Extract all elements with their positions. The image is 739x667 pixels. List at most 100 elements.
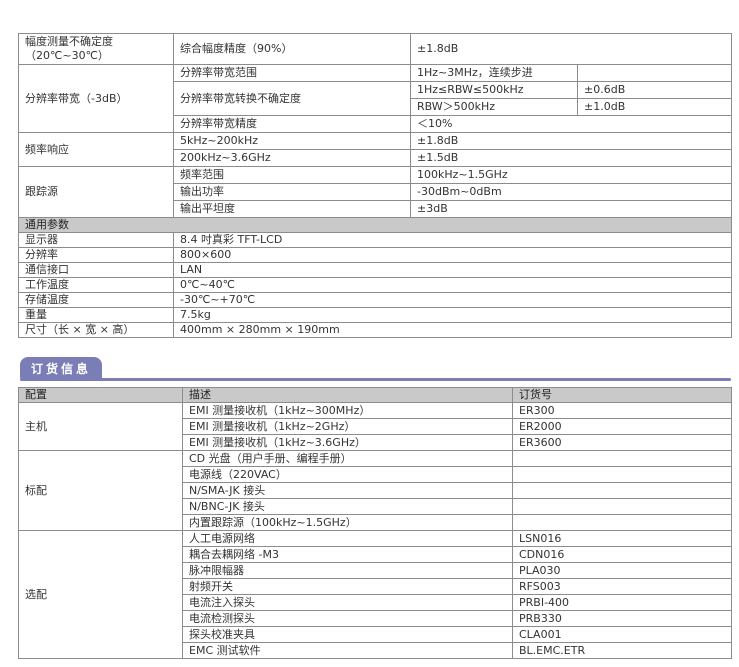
- table-row: N/BNC-JK 接头: [19, 498, 732, 515]
- order-table-header-row: 配置 描述 订货号: [18, 387, 732, 403]
- order-code-cell: ER3600: [512, 434, 732, 451]
- order-code-cell: PRBI-400: [512, 594, 732, 611]
- spec-value-cell-empty: [577, 64, 732, 82]
- general-value-cell: 7.5kg: [173, 306, 732, 323]
- table-row: 重量 7.5kg: [18, 306, 732, 323]
- spec-value-cell: ±3dB: [410, 200, 732, 218]
- spec-param-cell: 综合幅度精度（90%）: [173, 33, 411, 65]
- spec-param-cell: 200kHz~3.6GHz: [173, 149, 411, 167]
- table-row: 分辨率带宽（-3dB） 分辨率带宽范围 1Hz~3MHz，连续步进: [18, 64, 732, 133]
- spec-value-cell: ±1.5dB: [410, 149, 732, 167]
- general-value-cell: -30℃~+70℃: [173, 291, 732, 308]
- spec-value-cell: ±0.6dB: [577, 81, 732, 99]
- order-code-cell: [512, 466, 732, 483]
- general-value-cell: 800×600: [173, 246, 732, 263]
- column-header-description: 描述: [182, 387, 513, 403]
- order-desc-cell: 射频开关: [182, 578, 513, 595]
- table-row: 射频开关 RFS003: [19, 578, 732, 595]
- spec-value-cell: ＜10%: [410, 115, 732, 133]
- spec-group-label-amplitude: 幅度测量不确定度 （20℃~30℃）: [18, 33, 174, 65]
- order-code-cell: LSN016: [512, 530, 732, 547]
- spec-param-cell: 5kHz~200kHz: [173, 132, 411, 150]
- spec-param-cell: 分辨率带宽范围: [173, 64, 411, 82]
- general-value-cell: 8.4 吋真彩 TFT-LCD: [173, 231, 732, 248]
- badge-underline: [20, 378, 731, 381]
- order-desc-cell: 电源线（220VAC）: [182, 466, 513, 483]
- spec-param-cell: 输出功率: [173, 183, 411, 201]
- order-info-badge: 订货信息: [20, 357, 102, 380]
- order-desc-cell: CD 光盘（用户手册、编程手册）: [182, 450, 513, 467]
- order-code-cell: PLA030: [512, 562, 732, 579]
- order-desc-cell: 电流注入探头: [182, 594, 513, 611]
- table-row: 主机 EMI 测量接收机（1kHz~300MHz） ER300: [18, 402, 732, 451]
- table-row: 幅度测量不确定度 （20℃~30℃） 综合幅度精度（90%） ±1.8dB: [18, 33, 732, 65]
- table-row: EMC 测试软件 BL.EMC.ETR: [19, 642, 732, 659]
- spec-condition-cell: 1Hz≤RBW≤500kHz: [410, 81, 578, 99]
- order-desc-cell: 人工电源网络: [182, 530, 513, 547]
- order-code-cell: [512, 482, 732, 499]
- spec-value-cell: 1Hz~3MHz，连续步进: [410, 64, 578, 82]
- table-row: 电源线（220VAC）: [19, 466, 732, 483]
- spec-param-cell: 频率范围: [173, 166, 411, 184]
- order-code-cell: [512, 514, 732, 531]
- general-value-cell: 400mm × 280mm × 190mm: [173, 321, 732, 338]
- general-label-cell: 显示器: [18, 231, 174, 248]
- order-desc-cell: 内置跟踪源（100kHz~1.5GHz）: [182, 514, 513, 531]
- table-row: 跟踪源 频率范围 100kHz~1.5GHz: [18, 166, 732, 218]
- general-value-cell: LAN: [173, 261, 732, 278]
- table-row: 选配 人工电源网络 LSN016: [18, 530, 732, 659]
- column-header-order-no: 订货号: [512, 387, 732, 403]
- general-value-cell: 0℃~40℃: [173, 276, 732, 293]
- table-row: 探头校准夹具 CLA001: [19, 626, 732, 643]
- table-row: 输出功率 -30dBm~0dBm: [19, 183, 732, 201]
- table-row: 电流注入探头 PRBI-400: [19, 594, 732, 611]
- order-desc-cell: 脉冲限幅器: [182, 562, 513, 579]
- spec-table: 幅度测量不确定度 （20℃~30℃） 综合幅度精度（90%） ±1.8dB 分辨…: [18, 33, 732, 338]
- table-row: N/SMA-JK 接头: [19, 482, 732, 499]
- order-desc-cell: 耦合去耦网络 -M3: [182, 546, 513, 563]
- table-row: 工作温度 0℃~40℃: [18, 276, 732, 293]
- order-table: 配置 描述 订货号 主机 EMI 测量接收机（1kHz~300MHz） ER30…: [18, 387, 732, 659]
- order-code-cell: CLA001: [512, 626, 732, 643]
- spec-value-cell: ±1.0dB: [577, 98, 732, 116]
- order-code-cell: [512, 498, 732, 515]
- general-label-cell: 通信接口: [18, 261, 174, 278]
- spec-condition-cell: RBW＞500kHz: [410, 98, 578, 116]
- order-group-label-mainframe: 主机: [18, 402, 183, 451]
- spec-group-label-tracking-source: 跟踪源: [18, 166, 174, 218]
- table-row: 存储温度 -30℃~+70℃: [18, 291, 732, 308]
- spec-value-cell: 100kHz~1.5GHz: [410, 166, 732, 184]
- order-desc-cell: EMI 测量接收机（1kHz~300MHz）: [182, 402, 513, 419]
- general-label-cell: 工作温度: [18, 276, 174, 293]
- general-label-cell: 存储温度: [18, 291, 174, 308]
- order-desc-cell: 探头校准夹具: [182, 626, 513, 643]
- spec-value-cell: ±1.8dB: [410, 33, 732, 65]
- general-label-cell: 分辨率: [18, 246, 174, 263]
- order-code-cell: ER300: [512, 402, 732, 419]
- table-row: 标配 CD 光盘（用户手册、编程手册）: [18, 450, 732, 531]
- order-desc-cell: EMI 测量接收机（1kHz~2GHz）: [182, 418, 513, 435]
- table-row: 尺寸（长 × 宽 × 高） 400mm × 280mm × 190mm: [18, 321, 732, 338]
- table-row: EMI 测量接收机（1kHz~2GHz） ER2000: [19, 418, 732, 435]
- section-header-row: 通用参数: [18, 217, 732, 233]
- section-header-general-params: 通用参数: [18, 217, 732, 233]
- spec-param-cell: 分辨率带宽精度: [173, 115, 411, 133]
- order-code-cell: RFS003: [512, 578, 732, 595]
- order-code-cell: PRB330: [512, 610, 732, 627]
- spec-param-cell: 输出平坦度: [173, 200, 411, 218]
- order-code-cell: ER2000: [512, 418, 732, 435]
- order-desc-cell: N/BNC-JK 接头: [182, 498, 513, 515]
- spec-group-label-rbw: 分辨率带宽（-3dB）: [18, 64, 174, 133]
- table-row: 分辨率 800×600: [18, 246, 732, 263]
- table-row: 通信接口 LAN: [18, 261, 732, 278]
- spec-param-cell: 分辨率带宽转换不确定度: [173, 81, 411, 116]
- general-label-cell: 重量: [18, 306, 174, 323]
- table-row: 频率响应 5kHz~200kHz ±1.8dB: [18, 132, 732, 167]
- table-row: 分辨率带宽转换不确定度 1Hz≤RBW≤500kHz ±0.6dB: [19, 81, 732, 116]
- table-row: 输出平坦度 ±3dB: [19, 200, 732, 218]
- order-desc-cell: 电流检测探头: [182, 610, 513, 627]
- order-desc-cell: EMI 测量接收机（1kHz~3.6GHz）: [182, 434, 513, 451]
- spec-value-cell: ±1.8dB: [410, 132, 732, 150]
- table-row: RBW＞500kHz ±1.0dB: [19, 98, 732, 116]
